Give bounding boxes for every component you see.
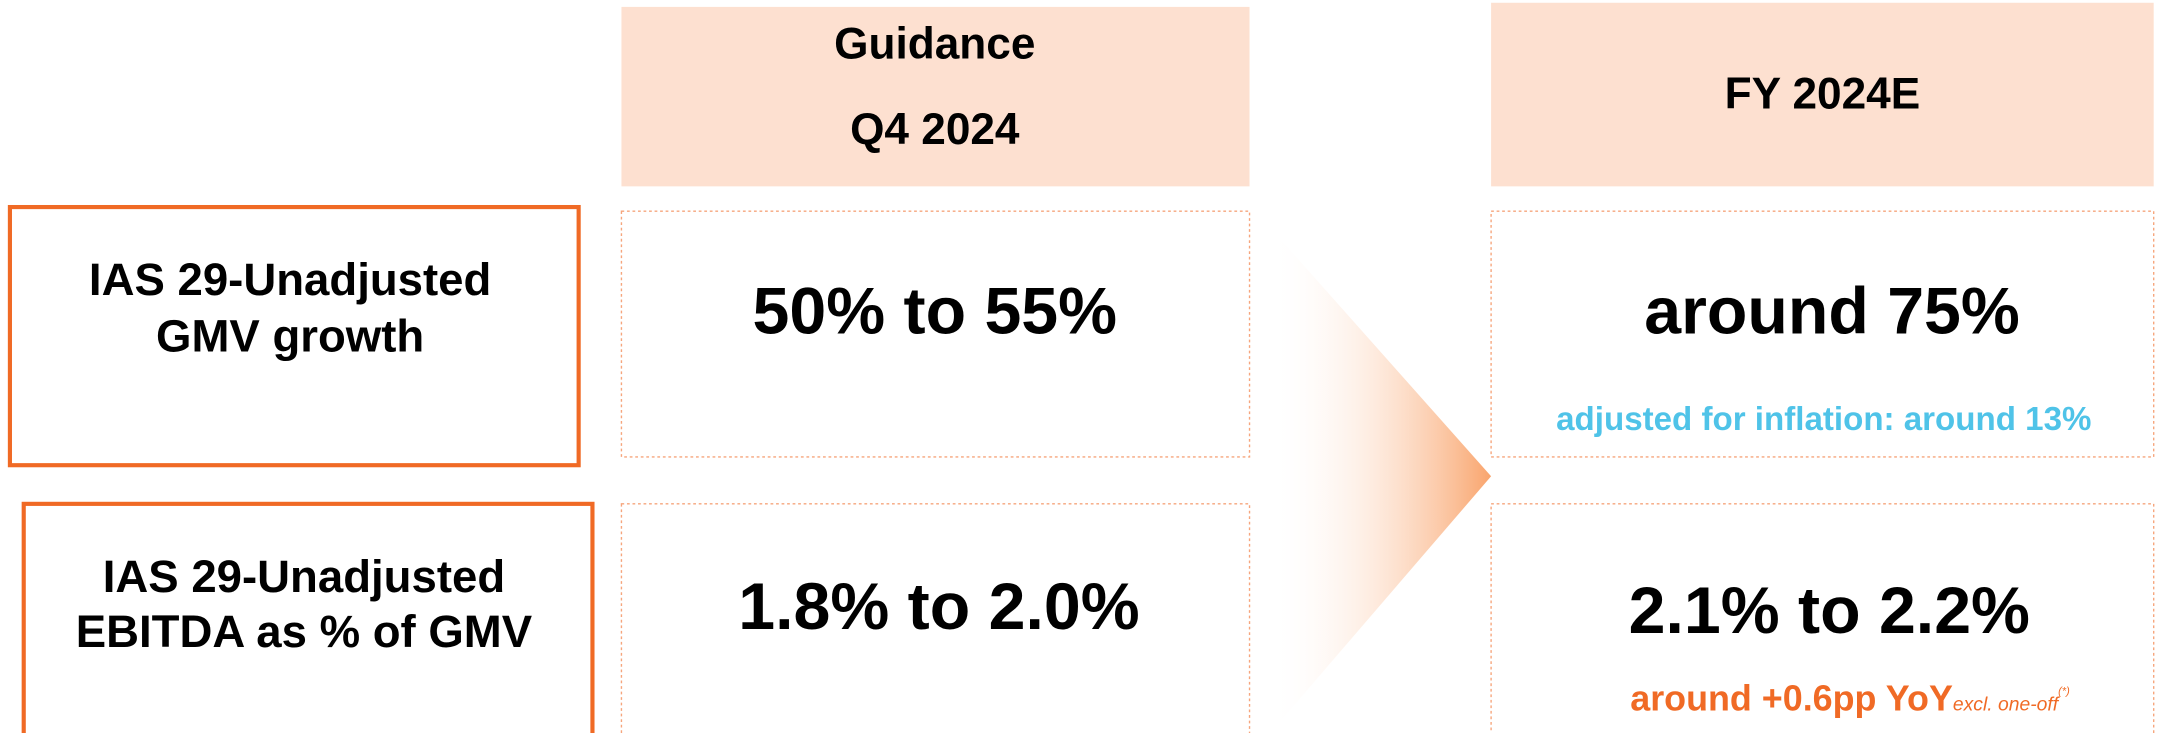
row-label: IAS 29-Unadjusted <box>103 551 505 602</box>
guidance-header: Q4 2024 <box>850 105 1020 154</box>
guidance-header: Guidance <box>834 20 1035 69</box>
guidance-value: 50% to 55% <box>753 275 1118 349</box>
note-sub: excl. one-off <box>1953 695 2061 716</box>
note-sup: (*) <box>2058 686 2070 698</box>
fy-note: adjusted for inflation: around 13% <box>1556 401 2091 438</box>
arrow <box>1270 227 1492 733</box>
fy-cell <box>1490 503 2155 733</box>
row-label-box <box>7 204 581 468</box>
guidance-cell <box>620 503 1251 733</box>
fy-header-box <box>1491 2 2154 187</box>
guidance-value: 1.8% to 2.0% <box>738 570 1139 644</box>
fy-cell <box>1490 210 2155 458</box>
fy-note: around +0.6pp YoYexcl. one-off(*) <box>1630 679 2070 719</box>
guidance-cell <box>620 210 1251 458</box>
guidance-header-box <box>621 6 1250 187</box>
fy-header: FY 2024E <box>1725 69 1921 118</box>
row-label: IAS 29-Unadjusted <box>89 254 491 305</box>
row-label: GMV growth <box>156 311 424 362</box>
fy-value: around 75% <box>1644 275 2020 349</box>
fy-value: 2.1% to 2.2% <box>1629 574 2030 648</box>
note-main: around +0.6pp YoY <box>1630 679 1953 719</box>
row-label-box <box>21 501 595 733</box>
row-label: EBITDA as % of GMV <box>76 606 533 657</box>
